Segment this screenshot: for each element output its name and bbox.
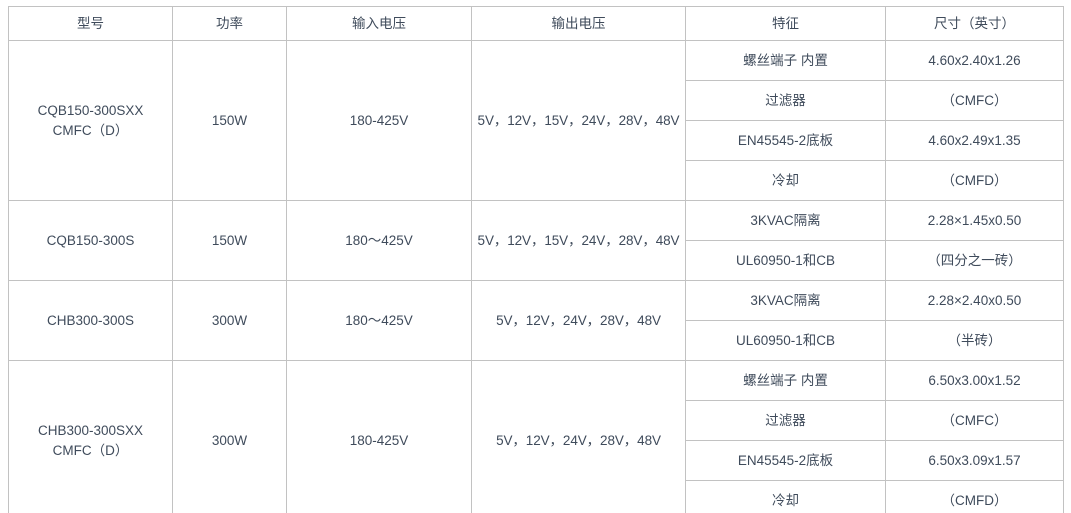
cell-feature: 3KVAC隔离 [685, 280, 886, 321]
cell-feature: 3KVAC隔离 [685, 200, 886, 241]
cell-model: CHB300-300SXX CMFC（D） [8, 360, 173, 513]
table-row: UL60950-1和CB （四分之一砖） [9, 240, 1064, 281]
cell-power: 150W [172, 200, 287, 281]
table-row: CQB150-300S 150W 180～425V 5V，12V，15V，24V… [8, 200, 1064, 281]
table-row: EN45545-2底板 4.60x2.49x1.35 [9, 120, 1064, 161]
table-row: 过滤器 （CMFC） [9, 400, 1064, 441]
cell-feature: UL60950-1和CB [685, 320, 886, 361]
table-body: CQB150-300SXX CMFC（D） 150W 180-425V 5V，1… [8, 40, 1064, 513]
cell-model: CHB300-300S [8, 280, 173, 361]
cell-feature: 螺丝端子 内置 [685, 40, 886, 81]
table-row: CHB300-300SXX CMFC（D） 300W 180-425V 5V，1… [8, 360, 1064, 513]
cell-output-voltage: 5V，12V，15V，24V，28V，48V [471, 40, 686, 201]
cell-output-voltage: 5V，12V，24V，28V，48V [471, 280, 686, 361]
cell-feature: EN45545-2底板 [685, 440, 886, 481]
cell-size: 4.60x2.40x1.26 [885, 40, 1064, 81]
column-header-size: 尺寸（英寸） [885, 6, 1064, 41]
cell-input-voltage: 180～425V [286, 200, 472, 281]
cell-feature: UL60950-1和CB [685, 240, 886, 281]
model-line-2: CMFC（D） [52, 442, 129, 458]
table-row: 过滤器 （CMFC） [9, 80, 1064, 121]
cell-feature: 过滤器 [685, 80, 886, 121]
cell-power: 150W [172, 40, 287, 201]
cell-model: CQB150-300SXX CMFC（D） [8, 40, 173, 201]
cell-model: CQB150-300S [8, 200, 173, 281]
model-line-1: CQB150-300SXX [37, 102, 144, 118]
column-header-input-voltage: 输入电压 [286, 6, 472, 41]
cell-power: 300W [172, 360, 287, 513]
column-header-model: 型号 [8, 6, 173, 41]
cell-size: （半砖） [885, 320, 1064, 361]
cell-output-voltage: 5V，12V，15V，24V，28V，48V [471, 200, 686, 281]
cell-size: （CMFD） [885, 160, 1064, 201]
table-row: UL60950-1和CB （半砖） [9, 320, 1064, 361]
header-row: 型号 功率 输入电压 输出电压 特征 尺寸（英寸） [8, 6, 1064, 41]
cell-feature: 冷却 [685, 480, 886, 513]
cell-input-voltage: 180-425V [286, 40, 472, 201]
cell-power: 300W [172, 280, 287, 361]
table-header: 型号 功率 输入电压 输出电压 特征 尺寸（英寸） [8, 6, 1064, 41]
table-row: 冷却 （CMFD） [9, 480, 1064, 513]
cell-size: （CMFC） [885, 80, 1064, 121]
table-row: 冷却 （CMFD） [9, 160, 1064, 201]
table-row: EN45545-2底板 6.50x3.09x1.57 [9, 440, 1064, 481]
cell-feature: 过滤器 [685, 400, 886, 441]
product-spec-table: 型号 功率 输入电压 输出电压 特征 尺寸（英寸） CQB150-300SXX … [8, 6, 1064, 513]
column-header-power: 功率 [172, 6, 287, 41]
cell-size: 6.50x3.00x1.52 [885, 360, 1064, 401]
model-line-1: CHB300-300SXX [37, 422, 144, 438]
table-row: CHB300-300S 300W 180～425V 5V，12V，24V，28V… [8, 280, 1064, 361]
cell-output-voltage: 5V，12V，24V，28V，48V [471, 360, 686, 513]
cell-input-voltage: 180-425V [286, 360, 472, 513]
column-header-feature: 特征 [685, 6, 886, 41]
cell-feature: 螺丝端子 内置 [685, 360, 886, 401]
cell-size: （CMFD） [885, 480, 1064, 513]
cell-size: 2.28×1.45x0.50 [885, 200, 1064, 241]
cell-input-voltage: 180～425V [286, 280, 472, 361]
column-header-output-voltage: 输出电压 [471, 6, 686, 41]
cell-size: 2.28×2.40x0.50 [885, 280, 1064, 321]
cell-size: （四分之一砖） [885, 240, 1064, 281]
cell-size: 4.60x2.49x1.35 [885, 120, 1064, 161]
table-row: CQB150-300SXX CMFC（D） 150W 180-425V 5V，1… [8, 40, 1064, 201]
cell-feature: EN45545-2底板 [685, 120, 886, 161]
cell-feature: 冷却 [685, 160, 886, 201]
cell-size: 6.50x3.09x1.57 [885, 440, 1064, 481]
cell-size: （CMFC） [885, 400, 1064, 441]
model-line-2: CMFC（D） [52, 122, 129, 138]
